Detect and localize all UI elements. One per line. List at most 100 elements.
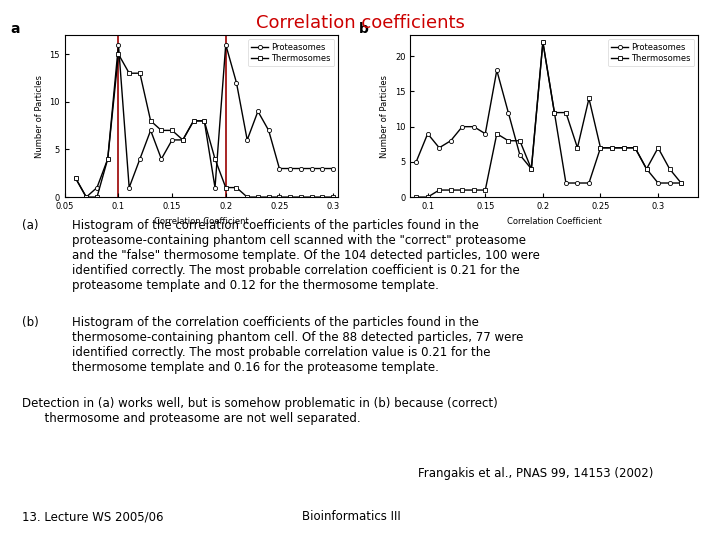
Proteasomes <box>297 165 305 172</box>
Proteasomes <box>527 166 536 172</box>
Thermosomes <box>516 138 524 144</box>
Line: Thermosomes: Thermosomes <box>414 40 683 199</box>
Thermosomes <box>93 194 102 200</box>
Proteasomes <box>516 152 524 158</box>
Line: Proteasomes: Proteasomes <box>414 40 683 185</box>
Thermosomes <box>469 187 478 193</box>
Text: Histogram of the correlation coefficients of the particles found in the
proteaso: Histogram of the correlation coefficient… <box>72 219 540 292</box>
Proteasomes <box>307 165 316 172</box>
Proteasomes <box>654 180 662 186</box>
Thermosomes <box>275 194 284 200</box>
Line: Proteasomes: Proteasomes <box>73 43 335 199</box>
Proteasomes <box>253 108 262 114</box>
Thermosomes <box>412 194 420 200</box>
Proteasomes <box>200 118 209 124</box>
Proteasomes <box>435 145 444 151</box>
Text: a: a <box>10 22 19 36</box>
Proteasomes <box>642 166 651 172</box>
Thermosomes <box>253 194 262 200</box>
Proteasomes <box>168 137 176 143</box>
Proteasomes <box>619 145 628 151</box>
Thermosomes <box>189 118 198 124</box>
Y-axis label: Number of Particles: Number of Particles <box>35 75 44 158</box>
Proteasomes <box>189 118 198 124</box>
Thermosomes <box>631 145 639 151</box>
Proteasomes <box>179 137 187 143</box>
Proteasomes <box>458 124 467 130</box>
Proteasomes <box>573 180 582 186</box>
Proteasomes <box>562 180 570 186</box>
Proteasomes <box>211 184 220 191</box>
Thermosomes <box>619 145 628 151</box>
Proteasomes <box>264 127 273 133</box>
Proteasomes <box>82 194 91 200</box>
Thermosomes <box>307 194 316 200</box>
Proteasomes <box>93 184 102 191</box>
Proteasomes <box>446 138 455 144</box>
Proteasomes <box>222 42 230 48</box>
Proteasomes <box>492 67 501 73</box>
Thermosomes <box>642 166 651 172</box>
Proteasomes <box>423 131 432 137</box>
Thermosomes <box>264 194 273 200</box>
Thermosomes <box>550 109 559 116</box>
Y-axis label: Number of Particles: Number of Particles <box>380 75 390 158</box>
Proteasomes <box>329 165 338 172</box>
Thermosomes <box>135 70 144 77</box>
Text: (b): (b) <box>22 316 38 329</box>
Thermosomes <box>168 127 176 133</box>
Proteasomes <box>469 124 478 130</box>
Thermosomes <box>297 194 305 200</box>
Thermosomes <box>104 156 112 162</box>
Text: b: b <box>359 22 369 36</box>
Proteasomes <box>104 156 112 162</box>
Thermosomes <box>222 184 230 191</box>
Proteasomes <box>504 109 513 116</box>
Thermosomes <box>562 109 570 116</box>
Text: Frangakis et al., PNAS 99, 14153 (2002): Frangakis et al., PNAS 99, 14153 (2002) <box>418 467 653 480</box>
Thermosomes <box>71 175 80 181</box>
Thermosomes <box>446 187 455 193</box>
Proteasomes <box>539 39 547 45</box>
Legend: Proteasomes, Thermosomes: Proteasomes, Thermosomes <box>248 39 334 66</box>
Thermosomes <box>608 145 616 151</box>
Text: Histogram of the correlation coefficients of the particles found in the
thermoso: Histogram of the correlation coefficient… <box>72 316 523 374</box>
Thermosomes <box>114 51 123 57</box>
Text: Bioinformatics III: Bioinformatics III <box>302 510 401 523</box>
Text: 13. Lecture WS 2005/06: 13. Lecture WS 2005/06 <box>22 510 163 523</box>
Thermosomes <box>423 194 432 200</box>
Thermosomes <box>318 194 327 200</box>
Thermosomes <box>492 131 501 137</box>
Proteasomes <box>71 175 80 181</box>
Proteasomes <box>481 131 490 137</box>
Thermosomes <box>211 156 220 162</box>
Text: Correlation coefficients: Correlation coefficients <box>256 14 464 31</box>
Thermosomes <box>125 70 133 77</box>
Proteasomes <box>286 165 294 172</box>
Thermosomes <box>573 145 582 151</box>
Thermosomes <box>677 180 685 186</box>
Proteasomes <box>232 79 240 86</box>
Thermosomes <box>435 187 444 193</box>
Thermosomes <box>585 95 593 102</box>
Thermosomes <box>527 166 536 172</box>
X-axis label: Correlation Coefficient: Correlation Coefficient <box>154 217 249 226</box>
Proteasomes <box>318 165 327 172</box>
Proteasomes <box>596 145 605 151</box>
Thermosomes <box>654 145 662 151</box>
Thermosomes <box>481 187 490 193</box>
Proteasomes <box>585 180 593 186</box>
Thermosomes <box>243 194 251 200</box>
Proteasomes <box>631 145 639 151</box>
Proteasomes <box>135 156 144 162</box>
Proteasomes <box>114 42 123 48</box>
Thermosomes <box>329 194 338 200</box>
Proteasomes <box>275 165 284 172</box>
Proteasomes <box>243 137 251 143</box>
Thermosomes <box>146 118 155 124</box>
Thermosomes <box>200 118 209 124</box>
Proteasomes <box>146 127 155 133</box>
Thermosomes <box>179 137 187 143</box>
Line: Thermosomes: Thermosomes <box>73 52 335 199</box>
Text: (a): (a) <box>22 219 38 232</box>
